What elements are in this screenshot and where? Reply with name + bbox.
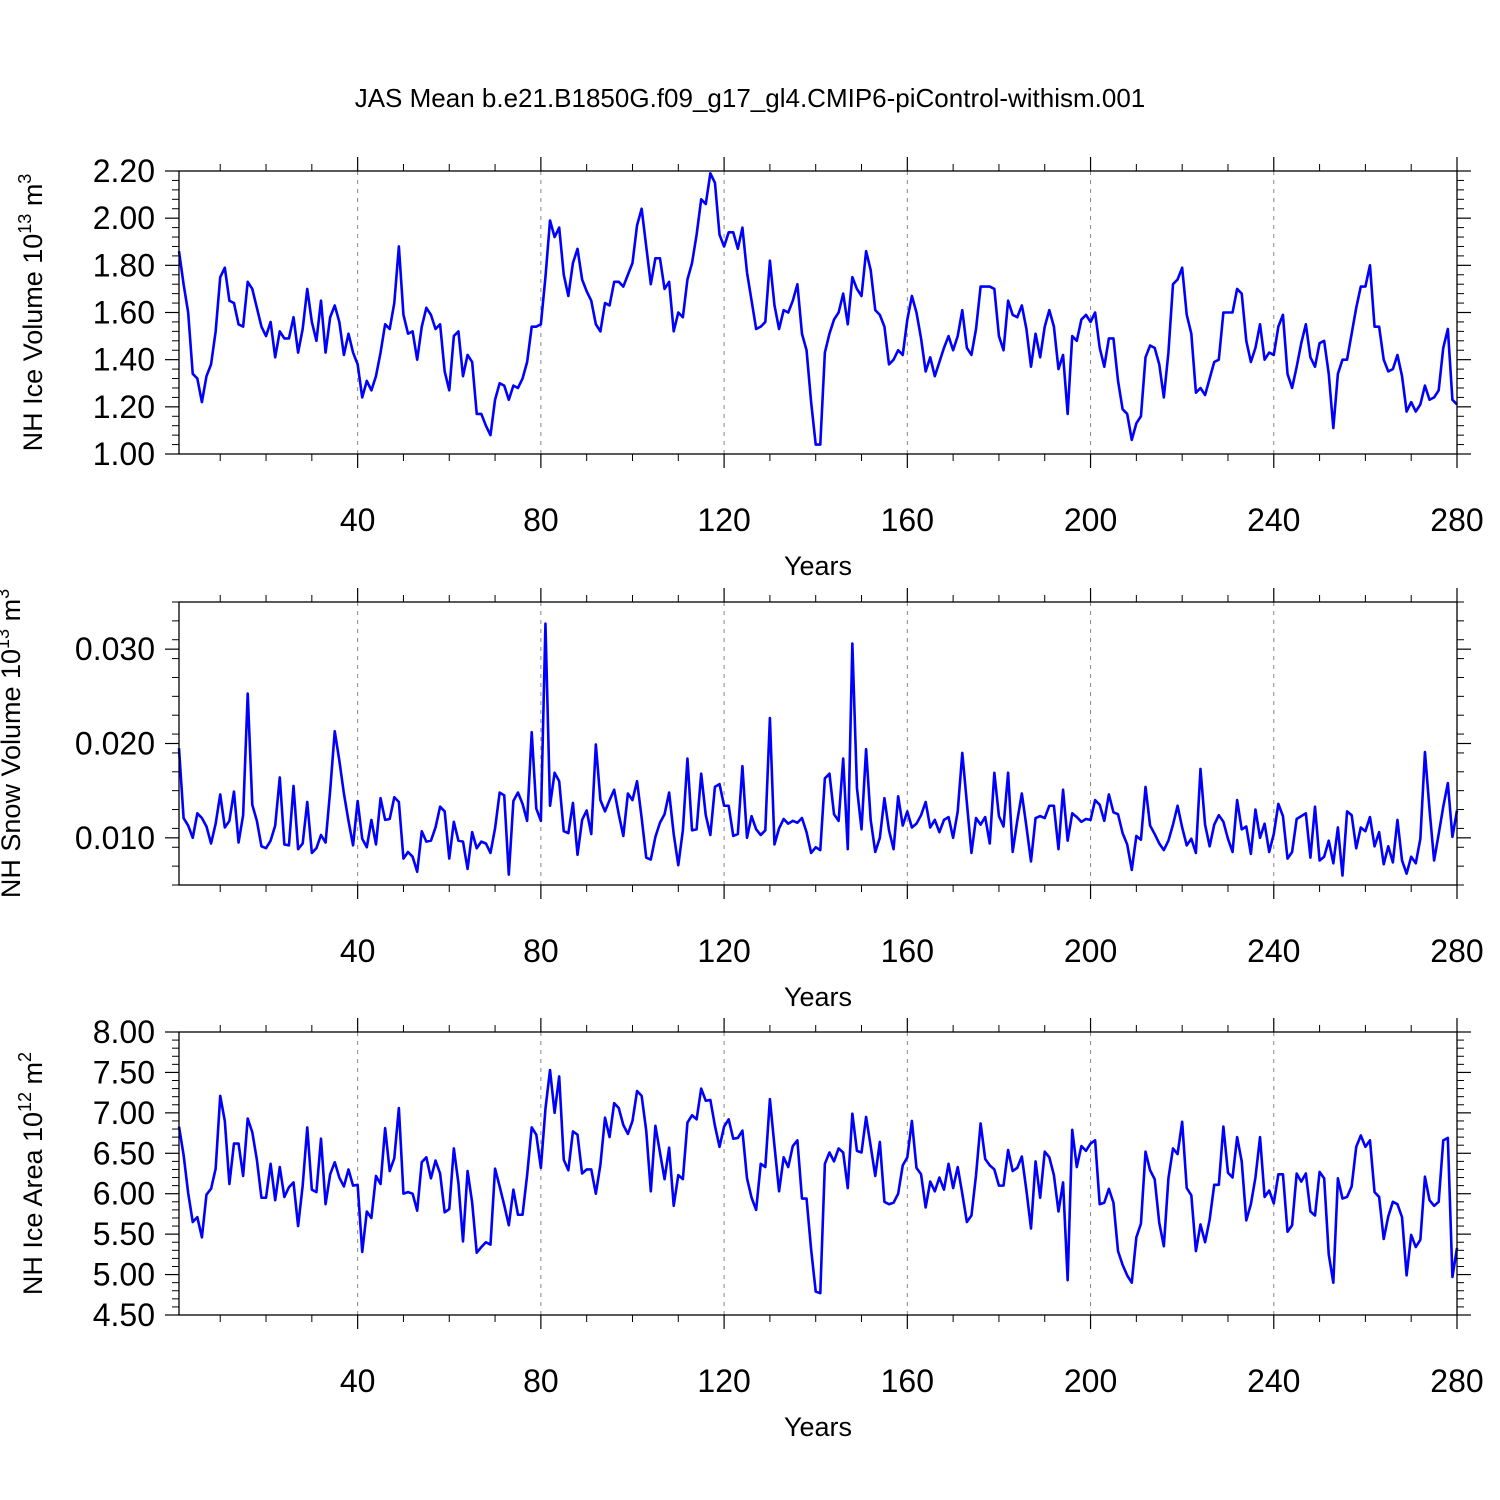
series-line [177, 622, 1459, 877]
y-tick-label: 1.60 [93, 295, 155, 331]
x-tick-label: 40 [340, 502, 376, 538]
x-tick-label: 240 [1247, 502, 1300, 538]
y-tick-label: 5.50 [93, 1216, 155, 1252]
y-tick-label: 4.50 [93, 1297, 155, 1333]
x-tick-label: 280 [1430, 1363, 1483, 1399]
x-tick-label: 200 [1064, 1363, 1117, 1399]
series-line [177, 172, 1458, 446]
series-line [177, 1068, 1459, 1295]
y-tick-label: 2.20 [93, 153, 155, 189]
x-tick-label: 200 [1064, 933, 1117, 969]
x-axis-label: Years [784, 1412, 852, 1442]
y-tick-label: 7.00 [93, 1095, 155, 1131]
y-tick-label: 8.00 [93, 1014, 155, 1050]
x-tick-label: 200 [1064, 502, 1117, 538]
y-tick-label: 5.00 [93, 1257, 155, 1293]
x-tick-label: 240 [1247, 933, 1300, 969]
chart-panel-1: 40 80 120 160 200 240 280 1.00 1.20 1.40 1.60 1.80 2… [15, 153, 1484, 581]
x-tick-label: 280 [1430, 933, 1483, 969]
y-tick-label: 0.030 [75, 631, 155, 667]
y-tick-label: 1.20 [93, 389, 155, 425]
x-tick-label: 120 [697, 1363, 750, 1399]
y-tick-label: 7.50 [93, 1054, 155, 1090]
x-tick-label: 80 [523, 933, 559, 969]
x-tick-label: 80 [523, 502, 559, 538]
y-tick-label: 1.80 [93, 247, 155, 283]
y-tick-label: 2.00 [93, 200, 155, 236]
y-tick-label: 1.40 [93, 342, 155, 378]
plot-frame [178, 1031, 1458, 1316]
chart-panel-3: 40 80 120 160 200 240 280 4.50 5.00 5.50 6.00 6.50 7… [15, 1014, 1484, 1442]
y-tick-label: 0.020 [75, 726, 155, 762]
x-tick-label: 40 [340, 933, 376, 969]
plot-frame [178, 170, 1458, 455]
x-axis-label: Years [784, 982, 852, 1012]
x-tick-label: 40 [340, 1363, 376, 1399]
y-tick-label: 6.50 [93, 1135, 155, 1171]
chart-panel-2: 40 80 120 160 200 240 280 0.010 0.020 0.030 Years N… [0, 588, 1484, 1012]
panels: 40 80 120 160 200 240 280 1.00 1.20 1.40 1.60 1.80 2… [0, 153, 1484, 1442]
plot-frame [178, 601, 1458, 886]
x-tick-label: 80 [523, 1363, 559, 1399]
y-axis-label: NH Ice Volume 1013 m3 [15, 174, 48, 452]
x-tick-label: 160 [881, 933, 934, 969]
y-axis-label: NH Snow Volume 1013 m3 [0, 589, 26, 898]
x-tick-label: 120 [697, 933, 750, 969]
x-tick-label: 240 [1247, 1363, 1300, 1399]
x-tick-label: 120 [697, 502, 750, 538]
x-tick-label: 160 [881, 1363, 934, 1399]
x-tick-label: 160 [881, 502, 934, 538]
y-tick-label: 0.010 [75, 820, 155, 856]
y-axis-label: NH Ice Area 1012 m2 [15, 1052, 48, 1295]
x-tick-label: 280 [1430, 502, 1483, 538]
y-tick-label: 6.00 [93, 1176, 155, 1212]
y-tick-label: 1.00 [93, 436, 155, 472]
x-axis-label: Years [784, 551, 852, 581]
figure-title: JAS Mean b.e21.B1850G.f09_g17_gl4.CMIP6-… [355, 83, 1146, 113]
